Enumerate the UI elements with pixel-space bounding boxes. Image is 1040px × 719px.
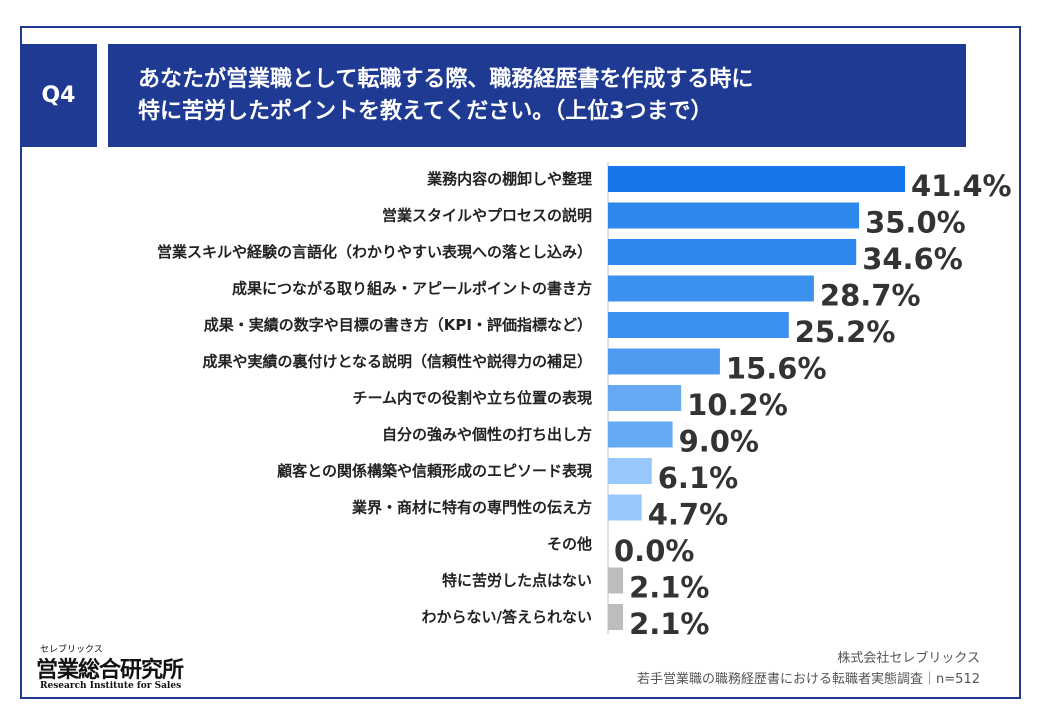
question-title: あなたが営業職として転職する際、職務経歴書を作成する時に 特に苦労したポイントを… [108, 44, 966, 147]
bar [608, 166, 905, 192]
category-label: 営業スキルや経験の言語化（わかりやすい表現への落とし込み） [157, 243, 592, 261]
brand-logo: セレブリックス 営業総合研究所 Research Institute for S… [34, 642, 199, 692]
value-label: 4.7% [648, 498, 728, 532]
bar [608, 385, 682, 411]
bar [608, 202, 860, 229]
question-badge: Q4 [20, 44, 97, 147]
category-label: 成果・実績の数字や目標の書き方（KPI・評価指標など） [204, 316, 592, 334]
question-title-line2: 特に苦労したポイントを教えてください。（上位3つまで） [138, 99, 713, 124]
value-label: 15.6% [726, 352, 827, 386]
category-label: 営業スタイルやプロセスの説明 [382, 207, 592, 225]
source-company: 株式会社セレブリックス [837, 651, 980, 666]
category-label: 成果につながる取り組み・アピールポイントの書き方 [232, 280, 592, 298]
category-label: 業界・商材に特有の専門性の伝え方 [351, 499, 592, 517]
logo-main: 営業総合研究所 [36, 657, 184, 683]
logo-kana: セレブリックス [40, 645, 103, 655]
category-label: その他 [547, 535, 592, 553]
bar [608, 239, 857, 265]
value-label: 0.0% [614, 534, 694, 568]
bar [608, 312, 789, 338]
value-label: 2.1% [629, 571, 709, 605]
bar [608, 348, 720, 375]
bar [608, 494, 642, 521]
value-label: 10.2% [687, 388, 788, 422]
bar [608, 458, 652, 484]
category-label: 顧客との関係構築や信頼形成のエピソード表現 [277, 462, 592, 480]
value-label: 28.7% [820, 279, 921, 313]
value-label: 9.0% [679, 425, 759, 459]
source-note: 株式会社セレブリックス 若手営業職の職務経歴書における転職者実態調査｜n=512 [637, 648, 980, 690]
bar [608, 567, 624, 594]
value-label: 35.0% [865, 206, 966, 240]
category-label: チーム内での役割や立ち位置の表現 [352, 389, 592, 407]
bar [608, 275, 814, 302]
category-label: 自分の強みや個性の打ち出し方 [382, 426, 592, 444]
value-label: 41.4% [911, 169, 1012, 203]
bar [608, 421, 673, 448]
logo-english: Research Institute for Sales [40, 681, 182, 691]
value-label: 25.2% [795, 315, 896, 349]
category-label: わからない/答えられない [422, 608, 592, 626]
category-label: 成果や実績の裏付けとなる説明（信頼性や説得力の補足） [202, 353, 592, 371]
source-survey: 若手営業職の職務経歴書における転職者実態調査｜n=512 [637, 672, 980, 687]
question-title-line1: あなたが営業職として転職する際、職務経歴書を作成する時に [138, 67, 754, 92]
category-label: 特に苦労した点はない [442, 572, 592, 590]
value-label: 6.1% [658, 461, 738, 495]
category-label: 業務内容の棚卸しや整理 [426, 170, 592, 188]
value-label: 2.1% [629, 607, 709, 641]
bar [608, 604, 624, 630]
value-label: 34.6% [862, 242, 963, 276]
